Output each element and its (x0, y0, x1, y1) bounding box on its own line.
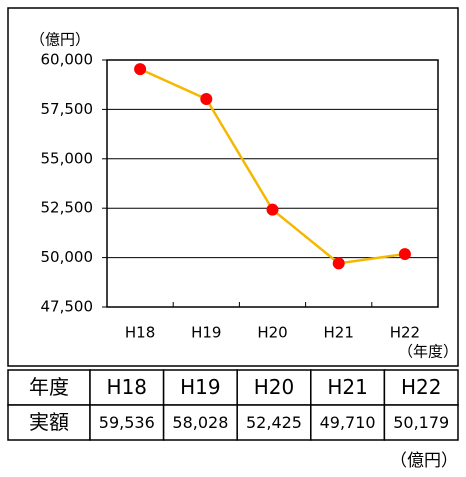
point (398, 248, 411, 261)
point (200, 92, 213, 105)
table-cell (310, 404, 386, 441)
table-text: H18 (107, 375, 148, 399)
table-text: 59,536 (99, 413, 155, 432)
table-cell (162, 404, 238, 441)
footer-unit: （億円） (390, 451, 458, 471)
y-tick-label: 55,000 (41, 149, 94, 167)
x-tick-label: H18 (125, 324, 155, 342)
table-cell (383, 369, 459, 406)
table-cell (310, 369, 386, 406)
table-text: H22 (401, 375, 442, 399)
x-tick-label: H22 (390, 324, 420, 342)
point (134, 63, 147, 76)
table-text: 49,710 (320, 413, 376, 432)
y-tick-label: 57,500 (41, 100, 94, 118)
point (332, 257, 345, 270)
table-cell (89, 404, 165, 441)
table-text: H20 (254, 375, 295, 399)
table-cell (236, 404, 312, 441)
table-cell (383, 404, 459, 441)
y-tick-label: 50,000 (41, 248, 94, 266)
x-tick-label: H20 (257, 324, 287, 342)
y-unit: （億円） (30, 31, 90, 49)
table-text: H21 (327, 375, 368, 399)
y-tick-label: 47,500 (41, 298, 94, 316)
table-text: 50,179 (393, 413, 449, 432)
table-text: H19 (180, 375, 221, 399)
y-tick-label: 52,500 (41, 199, 94, 217)
x-unit: （年度） (398, 343, 458, 361)
plot-frame (106, 59, 439, 308)
table-cell (236, 369, 312, 406)
x-tick-label: H19 (191, 324, 221, 342)
point (266, 203, 279, 216)
x-tick-label: H21 (324, 324, 354, 342)
table-text: 実額 (29, 410, 69, 434)
table-text: 52,425 (246, 413, 302, 432)
y-tick-label: 60,000 (41, 51, 94, 69)
table-text: 58,028 (172, 413, 228, 432)
table-text: 年度 (29, 375, 69, 399)
